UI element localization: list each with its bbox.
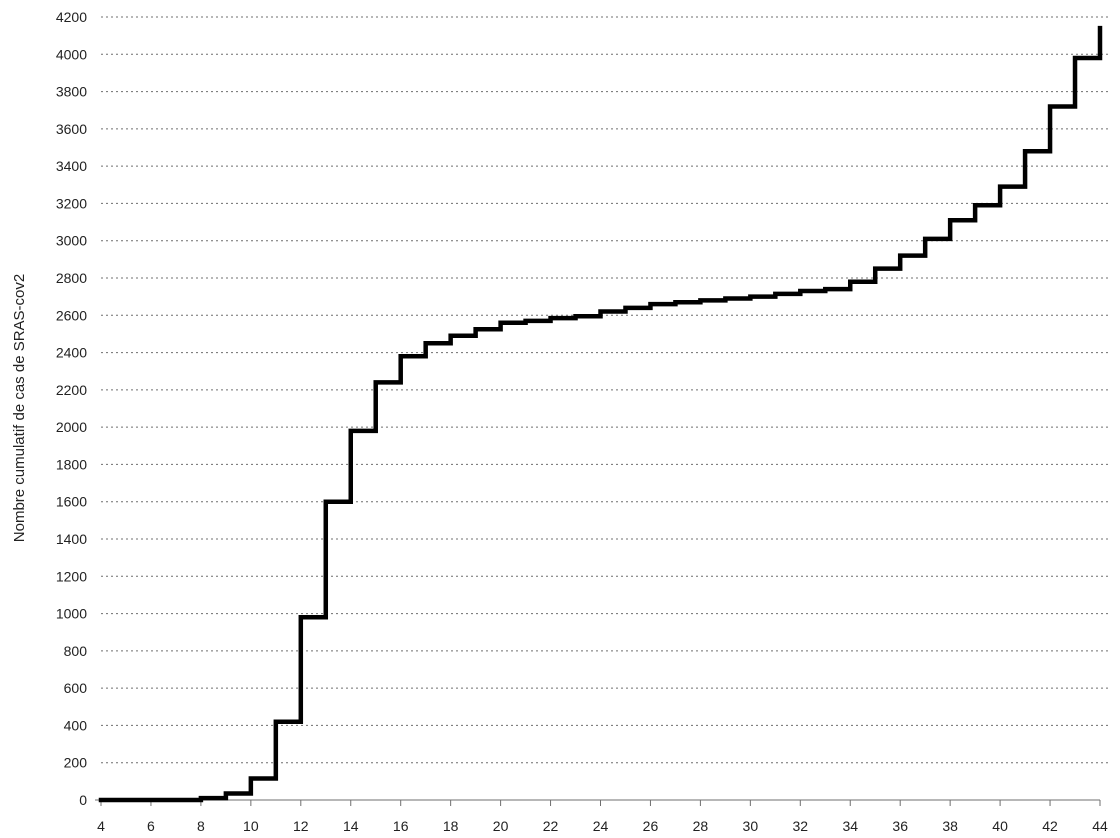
y-tick-label: 1200 [56,568,87,584]
series-layer [98,25,1103,803]
y-tick-label: 2200 [56,382,87,398]
y-tick-labels: 0 200 400 600 800 1000 1200 1400 1600 1800 2000 220… [56,9,87,808]
y-tick-label: 600 [64,680,88,696]
y-tick-label: 200 [64,755,88,771]
y-tick-label: 1000 [56,606,87,622]
x-tick-label: 20 [493,818,509,834]
x-tick-label: 30 [743,818,759,834]
y-tick-label: 800 [64,643,88,659]
x-tick-label: 4 [97,818,105,834]
y-tick-label: 3600 [56,121,87,137]
x-tick-label: 6 [147,818,155,834]
y-tick-label: 3800 [56,84,87,100]
y-tick-label: 1400 [56,531,87,547]
x-tick-label: 34 [842,818,858,834]
x-tick-label: 36 [892,818,908,834]
x-tick-label: 18 [443,818,459,834]
x-tick-label: 38 [942,818,958,834]
y-axis-title: Nombre cumulatif de cas de SRAS-cov2 [11,274,28,542]
y-tick-label: 2400 [56,345,87,361]
x-tick-label: 16 [393,818,409,834]
y-tick-label: 4200 [56,9,87,25]
y-tick-label: 2000 [56,419,87,435]
x-tick-label: 10 [243,818,259,834]
x-tick-label: 32 [793,818,809,834]
y-tick-label: 1600 [56,494,87,510]
x-tick-label: 26 [643,818,659,834]
x-tick-label: 22 [543,818,559,834]
y-tick-label: 0 [79,792,87,808]
series-line [98,25,1103,803]
y-tick-label: 400 [64,717,88,733]
y-tick-label: 3000 [56,233,87,249]
x-tick-label: 14 [343,818,359,834]
y-tick-label: 4000 [56,46,87,62]
x-tick-label: 44 [1092,818,1108,834]
x-tick-label: 12 [293,818,309,834]
y-tick-label: 3200 [56,195,87,211]
x-tick-label: 24 [593,818,609,834]
x-tick-label: 28 [693,818,709,834]
y-tick-label: 1800 [56,456,87,472]
x-tick-labels: 4 6 8 10 12 14 16 18 20 22 24 26 28 30 32 34 36 38 40 42 44 [97,818,1108,834]
y-tick-label: 2600 [56,307,87,323]
y-tick-label: 3400 [56,158,87,174]
axes [95,799,1101,806]
x-tick-label: 40 [992,818,1008,834]
grid [101,16,1110,764]
y-tick-label: 2800 [56,270,87,286]
x-tick-label: 8 [197,818,205,834]
x-tick-label: 42 [1042,818,1058,834]
